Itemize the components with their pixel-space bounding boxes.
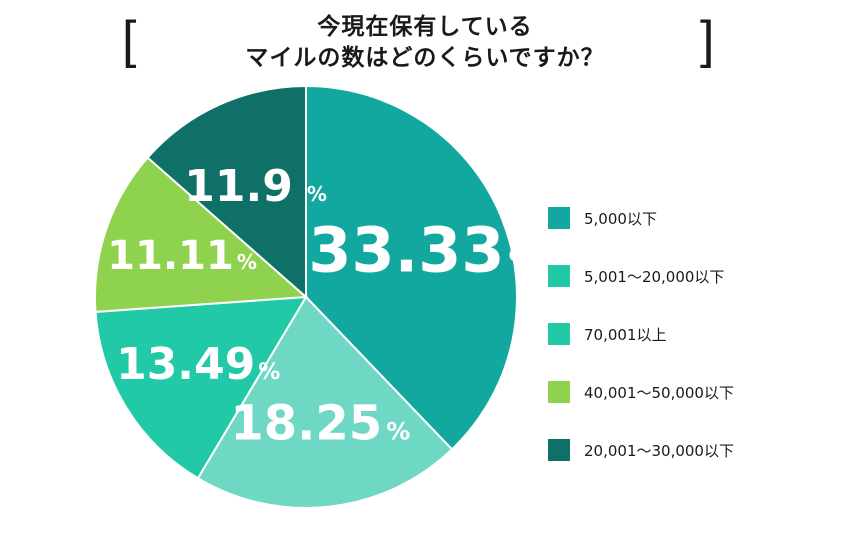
chart-title-line-1: 今現在保有している [317,14,533,40]
legend-swatch-1 [548,207,570,229]
legend-item-5: 20,001〜30,000以下 [548,438,734,462]
pie-slice-1 [305,84,518,451]
legend-label-1: 5,000以下 [584,209,657,228]
pie-slice-label-1: 33.33% [308,214,538,287]
legend-item-4: 40,001〜50,000以下 [548,380,734,404]
legend-swatch-5 [548,439,570,461]
legend-swatch-2 [548,265,570,287]
pie-slice-percent-4: % [237,250,257,274]
legend-label-5: 20,001〜30,000以下 [584,441,734,460]
chart-title: 今現在保有している マイルの数はどのくらいですか？ [0,12,850,74]
title-close-bracket: ] [700,11,715,69]
pie-slice-label-5: 11.9% [184,161,327,212]
pie-slice-label-3: 13.49% [116,339,280,390]
pie-slice-3 [94,295,308,480]
pie-slice-4 [94,156,309,313]
legend-item-3: 70,001以上 [548,322,667,346]
legend-label-2: 5,001〜20,000以下 [584,267,725,286]
pie-slice-value-3: 13.49 [116,339,255,390]
pie-slice-percent-2: % [386,418,410,446]
pie-slice-2 [196,295,454,509]
legend-item-2: 5,001〜20,000以下 [548,264,724,288]
pie-slice-value-4: 11.11 [107,233,234,279]
legend-item-1: 5,000以下 [548,206,657,230]
legend-label-4: 40,001〜50,000以下 [584,383,734,402]
chart-title-area: [ 今現在保有している マイルの数はどのくらいですか？ ] [0,0,850,86]
pie-slice-5 [146,84,307,300]
title-open-bracket: [ [122,11,137,69]
pie-slice-value-2: 18.25 [230,396,382,452]
pie-slice-value-5: 11.9 [184,161,293,212]
legend-swatch-3 [548,323,570,345]
legend-label-3: 70,001以上 [584,325,667,344]
pie-slice-label-4: 11.11% [107,233,257,279]
pie-slice-value-1: 33.33 [308,214,504,287]
pie-slice-label-2: 18.25% [230,396,410,452]
pie-slice-percent-3: % [258,360,280,385]
legend-swatch-4 [548,381,570,403]
pie-slice-percent-1: % [509,245,539,280]
chart-title-line-2: マイルの数はどのくらいですか？ [245,45,605,71]
pie-slice-percent-5: % [307,182,327,206]
